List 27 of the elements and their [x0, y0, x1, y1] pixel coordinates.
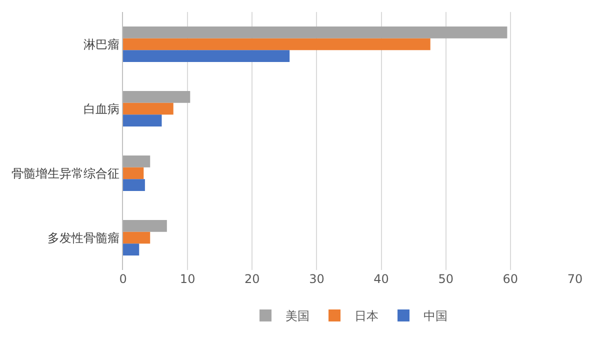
x-tick-label: 40 [374, 272, 389, 286]
x-tick-label: 70 [567, 272, 583, 286]
y-tick-label: 骨髓增生异常综合征 [12, 166, 120, 180]
bar [123, 91, 190, 103]
x-tick-label: 20 [244, 272, 260, 286]
legend-label: 日本 [354, 309, 378, 324]
bar [123, 26, 508, 38]
bar [123, 156, 150, 168]
x-tick-label: 60 [502, 272, 518, 286]
bar [123, 220, 167, 232]
bar [123, 102, 174, 115]
x-tick-label: 10 [180, 272, 196, 286]
x-tick-label: 0 [119, 272, 127, 286]
legend-label: 美国 [286, 309, 310, 324]
x-tick-label: 30 [309, 272, 324, 286]
bar [123, 38, 430, 50]
bar [123, 179, 145, 191]
bar [123, 50, 290, 62]
y-tick-label: 多发性骨髓瘤 [48, 230, 120, 245]
bar [123, 167, 144, 180]
y-tick-label: 白血病 [84, 102, 120, 116]
y-tick-label: 淋巴瘤 [84, 37, 120, 52]
legend-label: 中国 [424, 309, 448, 324]
bar [123, 244, 140, 256]
bar [123, 114, 162, 126]
x-tick-label: 50 [438, 272, 454, 286]
bar [123, 232, 150, 244]
